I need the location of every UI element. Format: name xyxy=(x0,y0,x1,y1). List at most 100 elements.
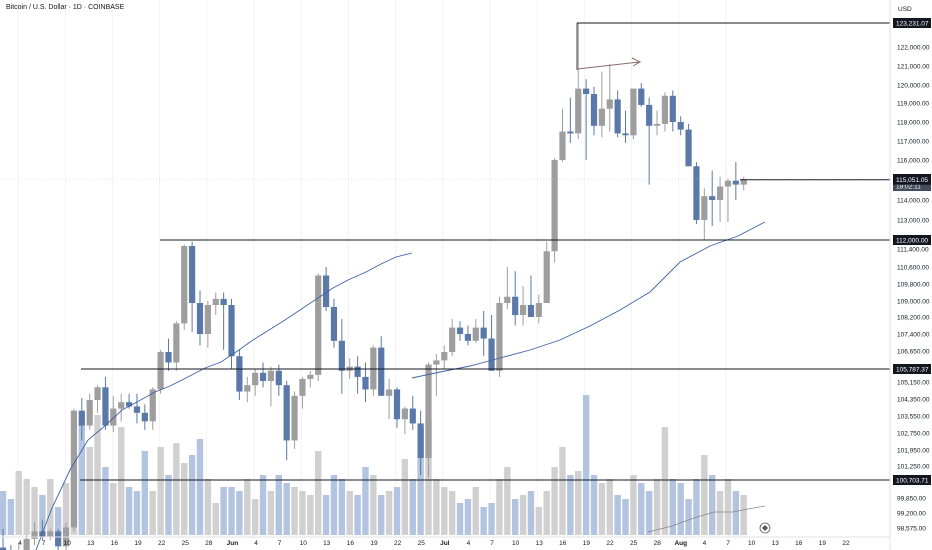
time-axis[interactable]: 4 7 10 13 16 19 22 25 28 Jun 4 7 10 13 16 19 22 25 Jul 4 7 10… xyxy=(0,536,890,547)
candle-body xyxy=(630,88,637,136)
volume-bar xyxy=(701,455,708,535)
candle-body xyxy=(196,303,204,334)
price-label-box xyxy=(893,235,931,245)
date-tick-label: 16 xyxy=(111,540,119,547)
candle-body xyxy=(598,108,605,126)
candle-body xyxy=(228,305,235,357)
price-tick-label: 120,000.00 xyxy=(897,82,930,89)
candle-body xyxy=(449,327,456,353)
price-axis[interactable]: USD 122,000.00 121,000.00 120,000.00 119,000… xyxy=(889,0,931,550)
candle-body xyxy=(433,360,440,365)
horizontal-levels[interactable] xyxy=(0,22,890,481)
volume-bar xyxy=(188,455,196,535)
candle-body xyxy=(519,305,527,315)
candle-body xyxy=(653,123,661,126)
volume-bar xyxy=(716,491,724,535)
volume-bar xyxy=(543,491,550,535)
date-tick-label: 10 xyxy=(748,540,756,547)
candle-body xyxy=(275,370,282,386)
volume-bar xyxy=(346,491,353,535)
date-tick-label: 10 xyxy=(64,540,72,547)
volume-bar xyxy=(94,415,101,535)
volume-bar xyxy=(527,491,535,535)
price-label-box xyxy=(893,181,931,191)
volume-bar xyxy=(535,507,543,535)
candle-body xyxy=(94,387,101,401)
date-tick-label: 4 xyxy=(703,540,707,547)
reset-icon-glyph xyxy=(762,525,768,531)
volume-bar xyxy=(693,479,700,535)
volume-bar xyxy=(456,503,464,535)
price-tick-label: 110,600.00 xyxy=(897,264,929,271)
price-label-text: 105,787.37 xyxy=(896,366,929,373)
candle-body xyxy=(669,95,676,122)
volume-bar xyxy=(39,495,46,535)
volume-bar xyxy=(330,475,338,535)
date-tick-label: 4 xyxy=(254,540,258,547)
volume-bar xyxy=(157,447,164,535)
candle-body xyxy=(701,196,708,220)
candle-body xyxy=(267,370,275,381)
volume-bar xyxy=(54,507,62,535)
volume-bar xyxy=(464,499,472,535)
volume-bar xyxy=(196,439,204,535)
price-tick-label: 122,000.00 xyxy=(897,44,930,51)
trend-arrow[interactable] xyxy=(576,57,642,70)
volume-bar xyxy=(125,487,133,535)
candle-body xyxy=(338,340,345,371)
price-tick-label: 111,400.00 xyxy=(897,246,929,253)
price-label-box xyxy=(893,174,931,185)
price-tick-label: 99,200.00 xyxy=(897,510,926,517)
candle-body xyxy=(488,338,495,371)
volume-bar xyxy=(181,463,188,535)
volume-bar xyxy=(291,487,298,535)
candle-body xyxy=(141,412,148,422)
candle-body xyxy=(425,364,432,458)
currency-label: USD xyxy=(898,6,912,13)
candle-body xyxy=(622,133,629,136)
chart-title: Bitcoin / U.S. Dollar · 1D · COINBASE xyxy=(6,4,125,11)
date-tick-label: 13 xyxy=(772,540,780,547)
volume-bar xyxy=(567,475,574,535)
candle-body xyxy=(685,129,692,167)
date-tick-label: 7 xyxy=(726,540,730,547)
volume-bar xyxy=(370,475,377,535)
volume-bar xyxy=(417,427,424,535)
candle-body xyxy=(299,378,306,396)
date-tick-label: 10 xyxy=(300,540,308,547)
volume-bar xyxy=(622,499,629,535)
volume-bar xyxy=(259,475,267,535)
candle-body xyxy=(244,385,251,392)
candle-body xyxy=(480,327,487,339)
volume-bar xyxy=(78,423,85,535)
candle-body xyxy=(236,356,243,392)
candle-body xyxy=(551,160,558,252)
volume-bar xyxy=(110,483,117,535)
volume-bar xyxy=(441,487,448,535)
candle-body xyxy=(315,275,322,375)
date-tick-label: Jul xyxy=(440,540,450,547)
candle-body xyxy=(31,531,38,539)
candle-body xyxy=(401,408,408,420)
candle-body xyxy=(590,94,598,126)
candle-body xyxy=(464,334,472,341)
price-label-text: 115,051.05 xyxy=(896,177,928,184)
volume-bar xyxy=(669,479,676,535)
candle-body xyxy=(614,99,621,134)
price-label-box xyxy=(893,18,931,28)
candle-body xyxy=(125,402,133,407)
volume-bar xyxy=(141,451,149,535)
volume-ma-line xyxy=(647,505,766,533)
volume-bar xyxy=(283,483,290,535)
candle-body xyxy=(259,372,267,381)
volume-bar xyxy=(512,499,519,535)
price-label-box xyxy=(893,475,931,485)
candles xyxy=(0,23,747,550)
candle-body xyxy=(204,305,211,334)
price-label-box xyxy=(893,364,931,374)
volume-bar xyxy=(480,507,487,535)
reset-icon[interactable] xyxy=(759,522,771,534)
candle-body xyxy=(472,327,479,341)
price-tick-label: 117,000.00 xyxy=(897,138,929,145)
